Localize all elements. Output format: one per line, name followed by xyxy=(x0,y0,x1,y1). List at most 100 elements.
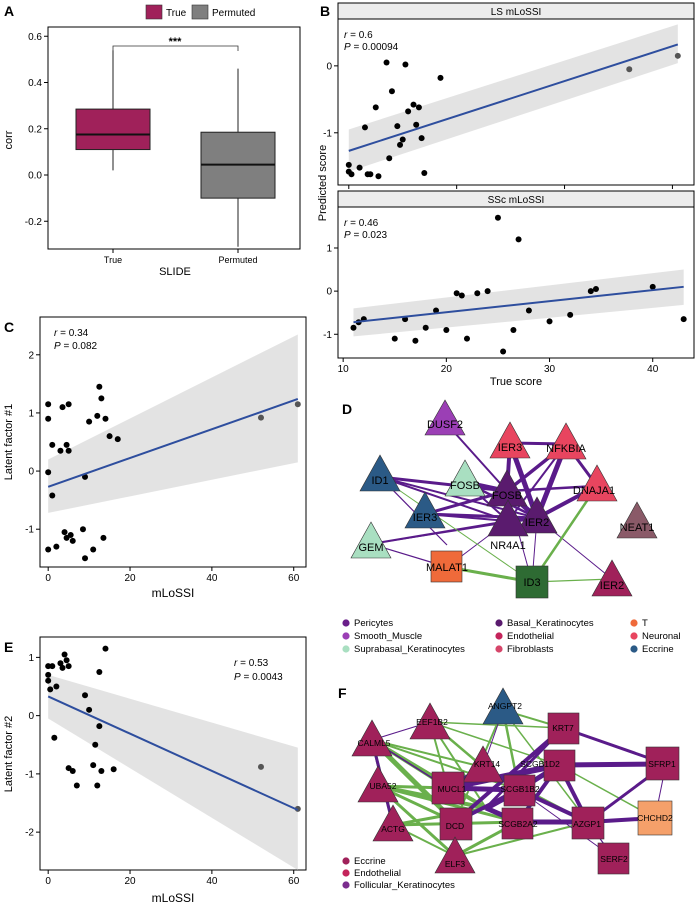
scatter-point xyxy=(257,763,264,770)
plot-content xyxy=(45,334,301,562)
scatter-point xyxy=(394,123,401,130)
scatter-point xyxy=(102,415,109,422)
node-nfkbia-label: NFKBIA xyxy=(546,443,586,455)
node-ier3-blue: IER3 xyxy=(404,491,446,529)
node-ier3-blue-shape xyxy=(404,491,446,529)
scatter-point xyxy=(361,124,368,131)
node-nr4a1-label: NR4A1 xyxy=(490,540,525,552)
legend-f-dot-eccrine xyxy=(342,857,350,865)
y-tick-label: 0.6 xyxy=(28,32,42,43)
legend-f-dot-follicular xyxy=(342,881,350,889)
node-nfkbia-shape xyxy=(545,422,587,460)
scatter-point xyxy=(437,74,444,81)
node-neat1-label: NEAT1 xyxy=(620,522,655,534)
node-azgp1: AZGP1 xyxy=(571,806,605,840)
scatter-point xyxy=(82,555,89,562)
x-tick-label: 60 xyxy=(288,876,300,887)
plot-content xyxy=(345,24,681,180)
x-tick-label: 40 xyxy=(647,364,659,375)
node-krt7-shape xyxy=(547,712,580,745)
node-actg-label: ACTG xyxy=(381,824,405,834)
node-calml5: CALML5 xyxy=(351,719,393,757)
panel-a-plot-area xyxy=(47,26,301,250)
node-malat1: MALAT1 xyxy=(426,550,468,583)
node-dnaja1-shape xyxy=(576,464,618,502)
scatter-point xyxy=(680,316,687,323)
scatter-point xyxy=(494,214,501,221)
node-angpt2-shape xyxy=(482,687,524,725)
scatter-point xyxy=(86,418,93,425)
node-fosb-dark-label: FOSB xyxy=(492,490,522,502)
scatter-point xyxy=(102,645,109,652)
network-edge xyxy=(429,721,560,766)
scatter-point xyxy=(53,683,60,690)
scatter-point xyxy=(510,326,517,333)
node-krt7-label: KRT7 xyxy=(552,723,574,733)
node-ier2-magenta: IER2 xyxy=(591,559,633,597)
panel-letter-c: C xyxy=(4,319,14,335)
node-fosb-light-label: FOSB xyxy=(450,480,480,492)
scatter-point xyxy=(57,447,64,454)
scatter-point xyxy=(65,447,72,454)
legend-f-label-follicular: Follicular_Keratinocytes xyxy=(354,880,455,891)
legend-d-label-smooth: Smooth_Muscle xyxy=(354,631,422,642)
scatter-point xyxy=(69,767,76,774)
node-azgp1-shape xyxy=(571,806,605,840)
panel-b-bottom-layer: -1 0 1 10 20 30 40 xyxy=(323,214,687,375)
y-tick-label: 0 xyxy=(326,61,332,72)
node-sfrp1-shape xyxy=(645,746,680,781)
y-tick-label: 0.4 xyxy=(28,78,42,89)
node-nr4a1-shape xyxy=(487,499,529,537)
node-chchd2-label: CHCHD2 xyxy=(637,813,673,823)
scatter-point xyxy=(458,292,465,299)
node-dnaja1-label: DNAJA1 xyxy=(573,485,615,497)
panel-a-y-axis: -0.2 0.0 0.2 0.4 0.6 xyxy=(25,32,48,228)
legend-f-label-eccrine: Eccrine xyxy=(354,856,386,867)
panel-a-boxplot: True Permuted -0.2 0.0 0.2 0.4 0.6 *** True … xyxy=(3,4,301,278)
significance-bracket xyxy=(112,45,239,51)
node-krt14-label: KRT14 xyxy=(474,759,501,769)
scatter-point xyxy=(73,782,80,789)
y-tick-label: 0.0 xyxy=(28,171,42,182)
node-calml5-label: CALML5 xyxy=(357,738,390,748)
node-fosb-light-shape xyxy=(444,459,486,497)
node-dusf2-label: DUSF2 xyxy=(427,419,463,431)
node-actg: ACTG xyxy=(372,804,414,842)
network-edge xyxy=(371,739,484,768)
scatter-point xyxy=(397,141,404,148)
scatter-point xyxy=(388,88,395,95)
scatter-point xyxy=(59,664,66,671)
node-mucl1: MUCL1 xyxy=(431,771,467,805)
panel-b-top-r: r = 0.6 xyxy=(344,30,373,41)
node-azgp1-label: AZGP1 xyxy=(573,819,601,829)
panel-b-ylabel: Predicted score xyxy=(317,145,329,221)
scatter-point xyxy=(367,171,374,178)
node-dusf2: DUSF2 xyxy=(424,399,466,436)
scatter-point xyxy=(515,236,522,243)
scatter-point xyxy=(375,173,382,180)
network-edge xyxy=(424,513,509,522)
scatter-point xyxy=(106,433,113,440)
legend-d-label-basal: Basal_Keratinocytes xyxy=(507,618,594,629)
node-gem: GEM xyxy=(350,521,392,559)
scatter-point xyxy=(546,318,553,325)
y-tick-label: -1 xyxy=(25,769,34,780)
regression-line xyxy=(353,285,684,324)
network-edge xyxy=(506,484,598,493)
node-ier3-blue-label: IER3 xyxy=(413,512,437,524)
scatter-point xyxy=(94,782,101,789)
node-scgb1d2: SCGB1D2 xyxy=(520,749,576,782)
node-elf3-shape xyxy=(434,836,476,874)
x-tick-label: 40 xyxy=(206,876,218,887)
node-elf3-label: ELF3 xyxy=(445,859,466,869)
scatter-point xyxy=(82,692,89,699)
legend-d-dot-suprabasal xyxy=(342,645,350,653)
scatter-point xyxy=(90,762,97,769)
scatter-point xyxy=(484,288,491,295)
scatter-point xyxy=(53,543,60,550)
box-iqr xyxy=(75,108,151,151)
node-sfrp1-label: SFRP1 xyxy=(648,759,676,769)
node-eef1b2: EEF1B2 xyxy=(409,702,451,740)
node-serf2-shape xyxy=(597,842,630,875)
